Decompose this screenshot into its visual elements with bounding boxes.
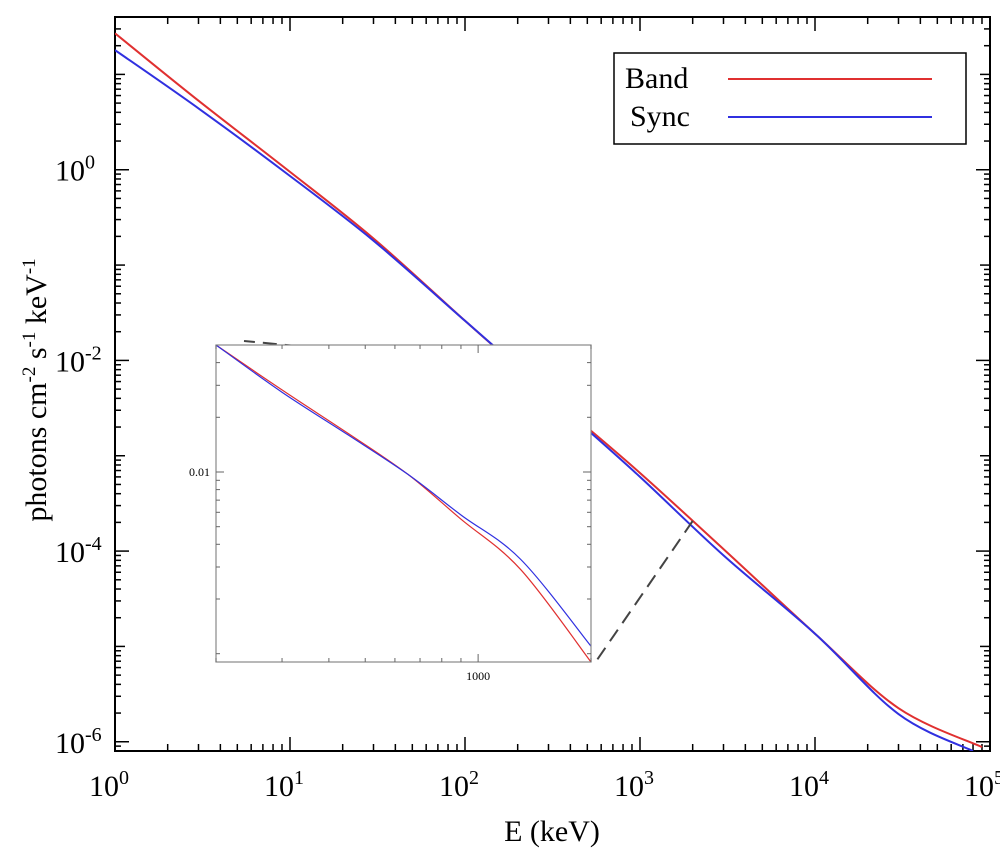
legend: Band Sync: [613, 52, 967, 145]
x-tick-label: 102: [439, 767, 479, 803]
inset-plot: 1000 0.01: [189, 344, 592, 683]
x-tick-label: 103: [614, 767, 654, 803]
y-tick-label: 100: [55, 152, 95, 188]
x-tick-label: 104: [789, 767, 829, 803]
inset-series-line-sync: [216, 345, 591, 647]
inset-background: [216, 345, 591, 662]
legend-box: [613, 52, 967, 145]
inset-y-tick-label: 0.01: [189, 465, 210, 479]
x-tick-label: 100: [89, 767, 129, 803]
plot-frame: [114, 16, 991, 752]
zoom-connector-lower: [596, 520, 694, 661]
y-tick-label: 10-2: [55, 342, 102, 378]
main-ticks: 100 101 102 103 104 105 100 10-2 10-4 10-6: [55, 16, 1000, 803]
inset-x-tick-label: 1000: [466, 669, 490, 683]
legend-label-sync: Sync: [630, 100, 690, 133]
x-tick-label: 101: [264, 767, 304, 803]
x-axis-title: E (keV): [504, 815, 600, 848]
y-tick-label: 10-4: [55, 533, 102, 569]
y-tick-label: 10-6: [55, 724, 102, 760]
inset-ticks: 1000 0.01: [189, 345, 592, 683]
y-axis-title: photons cm-2 s-1 keV-1: [19, 258, 53, 521]
inset-frame: [215, 344, 592, 663]
inset-series: [216, 345, 591, 662]
x-tick-label: 105: [964, 767, 1000, 803]
legend-label-band: Band: [625, 62, 688, 95]
